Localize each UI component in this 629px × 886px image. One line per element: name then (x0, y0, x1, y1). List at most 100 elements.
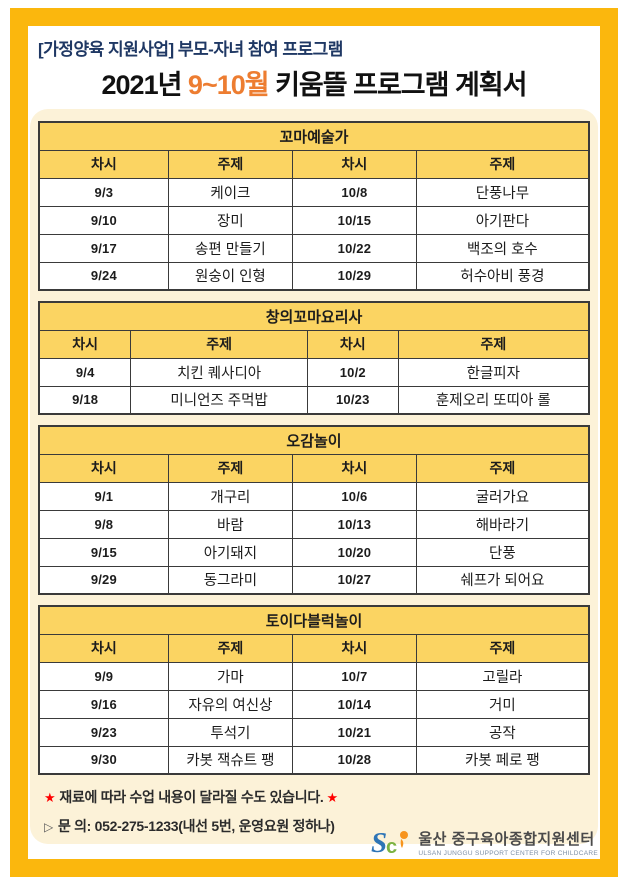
table-title-row: 창의꼬마요리사 (38, 301, 590, 331)
header: [가정양육 지원사업] 부모-자녀 참여 프로그램 2021년 9~10월 키움… (28, 26, 600, 102)
table-row: 9/17 송편 만들기 10/22 백조의 호수 (38, 233, 590, 263)
title-suffix: 키움뜰 프로그램 계획서 (268, 70, 527, 100)
table-row: 9/24 원숭이 인형 10/29 허수아비 풍경 (38, 261, 590, 291)
program-table: 창의꼬마요리사 차시 주제 차시 주제 9/4 치킨 퀘사디아 10/2 한글피자 9/18 미니언… (38, 301, 590, 415)
center-logo: S c 울산 중구육아종합지원센터 ULSAN JUNGGU SUPPORT C… (371, 826, 598, 858)
program-subtitle: [가정양육 지원사업] 부모-자녀 참여 프로그램 (38, 40, 343, 59)
table-title: 오감놀이 (38, 425, 590, 455)
table-row: 9/3 케이크 10/8 단풍나무 (38, 177, 590, 207)
session-date-cell: 9/29 (38, 565, 169, 595)
table-row: 9/15 아기돼지 10/20 단풍 (38, 537, 590, 567)
program-table: 토이다블럭놀이 차시 주제 차시 주제 9/9 가마 10/7 고릴라 9/16 자유의 여신상 10… (38, 605, 590, 775)
column-header: 주제 (415, 633, 590, 663)
program-panel: 꼬마예술가 차시 주제 차시 주제 9/3 케이크 10/8 단풍나무 9/10 장미 10/15 아기… (30, 109, 598, 844)
materials-note-text: 재료에 따라 수업 내용이 달라질 수도 있습니다. (59, 789, 324, 805)
session-date-cell: 9/18 (38, 385, 132, 415)
session-date-cell: 10/20 (292, 537, 417, 567)
table-title: 꼬마예술가 (38, 121, 590, 151)
subject-cell: 굴러가요 (415, 481, 590, 511)
logo-text: 울산 중구육아종합지원센터 ULSAN JUNGGU SUPPORT CENTE… (418, 828, 598, 857)
session-date-cell: 10/23 (306, 385, 399, 415)
column-header: 차시 (38, 149, 169, 179)
program-tables: 꼬마예술가 차시 주제 차시 주제 9/3 케이크 10/8 단풍나무 9/10 장미 10/15 아기… (30, 109, 598, 775)
footer-notes: ★ 재료에 따라 수업 내용이 달라질 수도 있습니다. ★ ▷ 문 의: 052-2… (30, 787, 598, 836)
session-date-cell: 10/13 (292, 509, 417, 539)
table-title: 토이다블럭놀이 (38, 605, 590, 635)
session-date-cell: 9/1 (38, 481, 169, 511)
table-row: 9/16 자유의 여신상 10/14 거미 (38, 689, 590, 719)
session-date-cell: 10/14 (292, 689, 417, 719)
table-row: 9/4 치킨 퀘사디아 10/2 한글피자 (38, 357, 590, 387)
session-date-cell: 9/15 (38, 537, 169, 567)
session-date-cell: 9/17 (38, 233, 169, 263)
subject-cell: 바람 (167, 509, 294, 539)
svg-text:c: c (386, 836, 397, 858)
table-header-row: 차시 주제 차시 주제 (38, 633, 590, 663)
amber-frame: [가정양육 지원사업] 부모-자녀 참여 프로그램 2021년 9~10월 키움… (10, 8, 618, 877)
triangle-bullet-icon: ▷ (44, 820, 53, 834)
subject-cell: 백조의 호수 (415, 233, 590, 263)
session-date-cell: 10/22 (292, 233, 417, 263)
column-header: 주제 (415, 149, 590, 179)
session-date-cell: 10/28 (292, 745, 417, 775)
program-table: 꼬마예술가 차시 주제 차시 주제 9/3 케이크 10/8 단풍나무 9/10 장미 10/15 아기… (38, 121, 590, 291)
subject-cell: 카봇 잭슈트 팽 (167, 745, 294, 775)
column-header: 차시 (38, 329, 132, 359)
subject-cell: 원숭이 인형 (167, 261, 294, 291)
session-date-cell: 9/4 (38, 357, 132, 387)
subject-cell: 장미 (167, 205, 294, 235)
table-row: 9/10 장미 10/15 아기판다 (38, 205, 590, 235)
session-date-cell: 10/6 (292, 481, 417, 511)
subject-cell: 개구리 (167, 481, 294, 511)
column-header: 차시 (292, 633, 417, 663)
subject-cell: 해바라기 (415, 509, 590, 539)
svg-text:S: S (371, 827, 387, 858)
subject-cell: 쉐프가 되어요 (415, 565, 590, 595)
session-date-cell: 9/9 (38, 661, 169, 691)
table-row: 9/30 카봇 잭슈트 팽 10/28 카봇 페로 팽 (38, 745, 590, 775)
session-date-cell: 9/10 (38, 205, 169, 235)
column-header: 주제 (415, 453, 590, 483)
table-title: 창의꼬마요리사 (38, 301, 590, 331)
subject-cell: 동그라미 (167, 565, 294, 595)
table-row: 9/9 가마 10/7 고릴라 (38, 661, 590, 691)
table-row: 9/1 개구리 10/6 굴러가요 (38, 481, 590, 511)
subject-cell: 공작 (415, 717, 590, 747)
column-header: 주제 (167, 453, 294, 483)
contact-note: ▷ 문 의: 052-275-1233(내선 5번, 운영요원 정하나) (44, 816, 598, 836)
subject-cell: 자유의 여신상 (167, 689, 294, 719)
session-date-cell: 10/15 (292, 205, 417, 235)
column-header: 차시 (292, 453, 417, 483)
session-date-cell: 10/21 (292, 717, 417, 747)
sc-logo-icon: S c (371, 827, 409, 858)
session-date-cell: 10/29 (292, 261, 417, 291)
subject-cell: 거미 (415, 689, 590, 719)
materials-note: ★ 재료에 따라 수업 내용이 달라질 수도 있습니다. ★ (44, 787, 598, 807)
table-header-row: 차시 주제 차시 주제 (38, 329, 590, 359)
session-date-cell: 9/30 (38, 745, 169, 775)
subject-cell: 고릴라 (415, 661, 590, 691)
table-row: 9/8 바람 10/13 해바라기 (38, 509, 590, 539)
subject-cell: 카봇 페로 팽 (415, 745, 590, 775)
column-header: 차시 (292, 149, 417, 179)
table-header-row: 차시 주제 차시 주제 (38, 453, 590, 483)
subject-cell: 가마 (167, 661, 294, 691)
logo-name-ko: 울산 중구육아종합지원센터 (418, 830, 595, 848)
session-date-cell: 9/23 (38, 717, 169, 747)
session-date-cell: 9/24 (38, 261, 169, 291)
subject-cell: 케이크 (167, 177, 294, 207)
column-header: 차시 (38, 633, 169, 663)
title-prefix: 2021년 (101, 70, 188, 100)
table-row: 9/18 미니언즈 주먹밥 10/23 훈제오리 또띠아 롤 (38, 385, 590, 415)
table-title-row: 토이다블럭놀이 (38, 605, 590, 635)
subject-cell: 치킨 퀘사디아 (130, 357, 308, 387)
column-header: 주제 (130, 329, 308, 359)
logo-name-en: ULSAN JUNGGU SUPPORT CENTER FOR CHILDCAR… (418, 849, 598, 857)
subject-cell: 단풍 (415, 537, 590, 567)
session-date-cell: 9/3 (38, 177, 169, 207)
star-icon: ★ (44, 790, 56, 805)
table-title-row: 오감놀이 (38, 425, 590, 455)
session-date-cell: 10/8 (292, 177, 417, 207)
table-row: 9/29 동그라미 10/27 쉐프가 되어요 (38, 565, 590, 595)
subject-cell: 미니언즈 주먹밥 (130, 385, 308, 415)
